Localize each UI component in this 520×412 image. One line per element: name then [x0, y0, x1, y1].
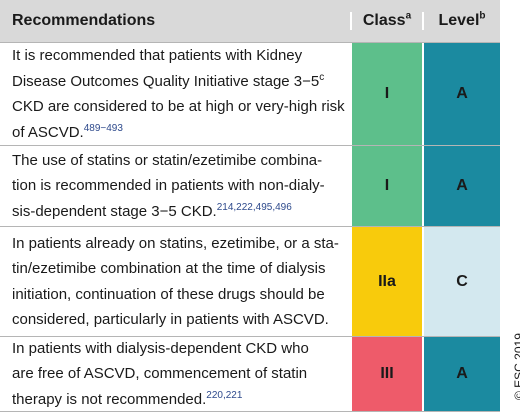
reference: 220,221: [206, 389, 243, 401]
text: initiation, continuation of these drugs …: [12, 285, 325, 303]
class-cell: I: [350, 43, 422, 145]
text: therapy is not recommended.: [12, 390, 207, 408]
footnote-mark: c: [319, 71, 325, 83]
text-line: are free of ASCVD, commencement of stati…: [12, 361, 350, 387]
header-text: Level: [438, 12, 480, 29]
table: Recommendations Classa Levelb It is reco…: [0, 0, 500, 412]
copyright: © ESC 2019: [512, 333, 520, 400]
text: considered, particularly in patients wit…: [12, 311, 329, 328]
recommendation-cell: In patients already on statins, ezetimib…: [0, 227, 350, 336]
text-line: The use of statins or statin/ezetimibe c…: [12, 148, 350, 174]
text-line: tion is recommended in patients with non…: [12, 173, 350, 199]
recommendation-cell: In patients with dialysis-dependent CKD …: [0, 337, 350, 411]
footnote-mark: b: [479, 10, 486, 22]
text-line: of ASCVD.489−493: [12, 120, 350, 146]
level-cell: A: [422, 337, 500, 411]
text-line: considered, particularly in patients wit…: [12, 307, 350, 333]
header-text: Recommendations: [12, 12, 156, 29]
table-row: In patients with dialysis-dependent CKD …: [0, 337, 500, 412]
text: It is recommended that patients with Kid…: [12, 47, 303, 64]
text: tion is recommended in patients with non…: [12, 177, 325, 195]
text: Disease Outcomes Quality Initiative stag…: [12, 72, 320, 90]
header-cell: Recommendations: [0, 12, 350, 30]
recommendation-cell: The use of statins or statin/ezetimibe c…: [0, 146, 350, 226]
text-line: CKD are considered to be at high or very…: [12, 94, 350, 120]
reference: 214,222,495,496: [216, 201, 292, 213]
class-cell: I: [350, 146, 422, 226]
level-cell: C: [422, 227, 500, 336]
text: CKD are considered to be at high or very…: [12, 98, 345, 115]
text-line: therapy is not recommended.220,221: [12, 387, 350, 412]
reference: 489−493: [83, 122, 123, 134]
text-line: sis-dependent stage 3−5 CKD.214,222,495,…: [12, 199, 350, 225]
level-cell: A: [422, 146, 500, 226]
text: tin/ezetimibe combination at the time of…: [12, 260, 326, 277]
table-row: It is recommended that patients with Kid…: [0, 43, 500, 146]
text: The use of statins or statin/ezetimibe c…: [12, 151, 323, 169]
text-line: In patients with dialysis-dependent CKD …: [12, 336, 350, 362]
text-line: tin/ezetimibe combination at the time of…: [12, 256, 350, 282]
text-line: In patients already on statins, ezetimib…: [12, 231, 350, 257]
text: are free of ASCVD, commencement of stati…: [12, 365, 308, 383]
header-row: Recommendations Classa Levelb: [0, 0, 500, 43]
text-line: Disease Outcomes Quality Initiative stag…: [12, 69, 350, 95]
text-line: initiation, continuation of these drugs …: [12, 282, 350, 308]
level-cell: A: [422, 43, 500, 145]
header-text: Class: [362, 12, 406, 29]
table-row: The use of statins or statin/ezetimibe c…: [0, 146, 500, 227]
header-cell: Levelb: [422, 10, 500, 30]
header-cell: Classa: [350, 10, 422, 30]
text: In patients already on statins, ezetimib…: [12, 234, 339, 252]
class-cell: III: [350, 337, 422, 411]
text: of ASCVD.: [12, 123, 84, 141]
text: In patients with dialysis-dependent CKD …: [12, 339, 309, 357]
class-cell: IIa: [350, 227, 422, 336]
table-row: In patients already on statins, ezetimib…: [0, 227, 500, 337]
text: sis-dependent stage 3−5 CKD.: [12, 202, 217, 220]
text-line: It is recommended that patients with Kid…: [12, 43, 350, 69]
recommendation-cell: It is recommended that patients with Kid…: [0, 43, 350, 145]
footnote-mark: a: [405, 10, 412, 22]
